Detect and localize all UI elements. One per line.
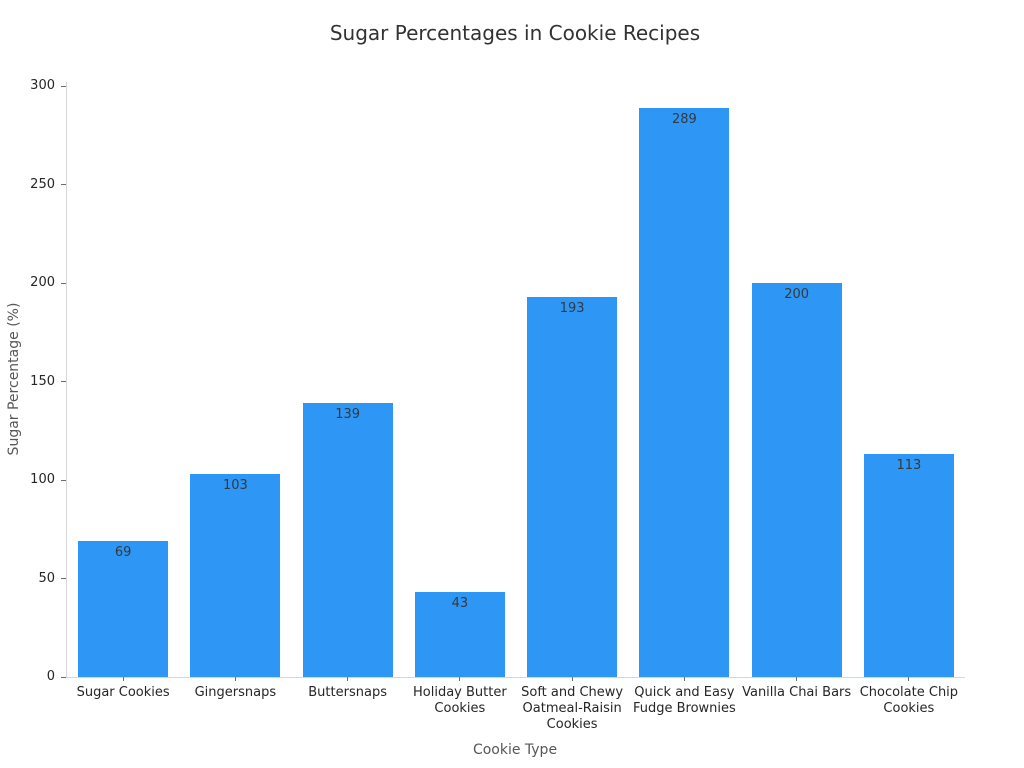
- x-tick-label: Buttersnaps: [308, 685, 387, 700]
- x-tick-mark: [122, 677, 124, 681]
- chart-bar: 200: [751, 283, 842, 677]
- bar-value-label: 43: [451, 596, 469, 612]
- bar-value-label: 289: [671, 111, 697, 127]
- y-tick-mark: [61, 381, 66, 382]
- y-tick-mark: [61, 479, 66, 481]
- chart-bar: 69: [78, 541, 169, 677]
- bar-value-label: 139: [335, 407, 361, 423]
- bar-value-label: 113: [896, 458, 922, 474]
- chart-bar: 289: [639, 107, 730, 677]
- y-tick-label: 250: [30, 176, 55, 192]
- x-tick-mark: [234, 677, 236, 681]
- bar-value-label: 69: [114, 545, 132, 561]
- y-tick-mark: [61, 184, 66, 185]
- x-tick-label: Gingersnaps: [194, 685, 277, 700]
- y-tick-mark: [61, 85, 66, 87]
- bar-value-label: 193: [559, 300, 585, 316]
- x-tick-label: Soft and Chewy Oatmeal-Raisin Cookies: [521, 685, 624, 732]
- x-tick-mark: [908, 677, 910, 681]
- y-tick-mark: [61, 282, 66, 284]
- x-tick-mark: [683, 677, 685, 681]
- chart-title: Sugar Percentages in Cookie Recipes: [329, 21, 701, 45]
- x-axis-label: Cookie Type: [472, 742, 558, 758]
- y-tick-mark: [61, 676, 66, 678]
- chart-bar: 103: [190, 474, 281, 677]
- bar-value-label: 103: [222, 478, 248, 494]
- y-tick-label: 100: [30, 472, 55, 487]
- plot-area: 0 50 100 150 200 250 300 69 Sugar Cookies 103 Ging…: [30, 79, 965, 732]
- y-tick-label: 150: [30, 373, 55, 389]
- x-tick-label: Holiday Butter Cookies: [413, 685, 507, 716]
- y-tick-label: 50: [38, 570, 55, 586]
- x-tick-mark: [459, 677, 461, 681]
- y-tick-label: 300: [30, 78, 55, 93]
- y-tick-label: 200: [30, 275, 55, 290]
- x-tick-mark: [796, 677, 798, 681]
- y-tick-label: 0: [46, 669, 55, 684]
- x-tick-label: Chocolate Chip Cookies: [859, 685, 959, 716]
- chart-bar: 193: [527, 296, 618, 677]
- x-tick-label: Vanilla Chai Bars: [742, 685, 852, 700]
- chart-bar: 43: [414, 592, 505, 677]
- bar-value-label: 200: [784, 287, 810, 302]
- x-tick-label: Sugar Cookies: [76, 685, 170, 700]
- x-tick-label: Quick and Easy Fudge Brownies: [632, 685, 736, 716]
- chart-bar: 113: [863, 454, 954, 677]
- y-tick-mark: [61, 578, 66, 579]
- x-tick-mark: [347, 677, 349, 681]
- chart-bar: 139: [302, 403, 393, 677]
- x-tick-mark: [571, 677, 573, 681]
